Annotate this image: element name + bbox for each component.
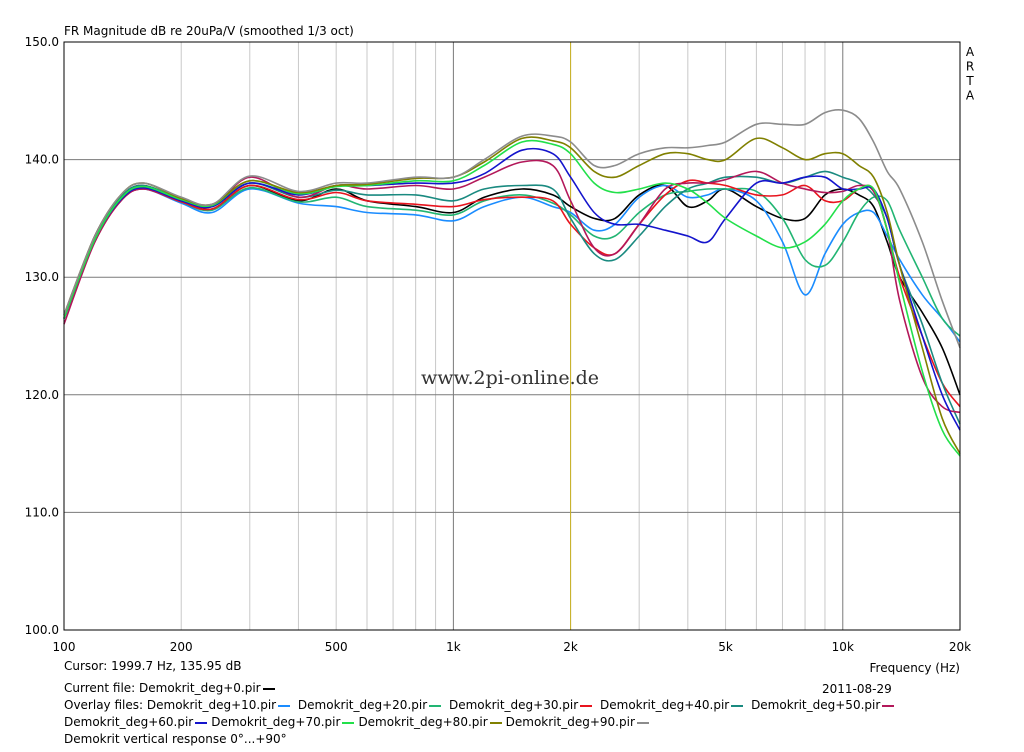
measurement-date: 2011-08-29: [822, 682, 892, 696]
side-label-letter: T: [965, 74, 974, 88]
side-label-letter: A: [966, 89, 975, 103]
legend-entry-label: Demokrit_deg+50.pir: [751, 698, 881, 712]
watermark: www.2pi-online.de: [421, 367, 599, 389]
x-tick-label: 20k: [949, 640, 971, 654]
y-tick-label: 110.0: [25, 505, 59, 519]
legend-entry: Demokrit_deg+80.pir: [358, 714, 502, 730]
legend-swatch: [580, 704, 593, 707]
legend-entry: Demokrit_deg+10.pir: [146, 697, 291, 713]
chart-title: FR Magnitude dB re 20uPa/V (smoothed 1/3…: [64, 24, 354, 38]
overlay-prefix: Overlay files:: [64, 698, 144, 712]
y-tick-label: 130.0: [25, 270, 59, 284]
side-label-letter: A: [966, 45, 975, 59]
legend-entry-label: Demokrit_deg+80.pir: [358, 715, 488, 729]
series-line: [63, 136, 961, 454]
legend-swatch: [731, 704, 744, 707]
side-label-letter: R: [966, 60, 974, 74]
legend-entry-label: Demokrit_deg+30.pir: [448, 698, 579, 712]
legend-swatch: [489, 721, 502, 724]
legend-entry: Demokrit_deg+40.pir: [600, 697, 744, 713]
legend-entry: Demokrit_deg+60.pir: [64, 714, 208, 730]
current-file-swatch: [262, 687, 275, 690]
legend-swatch: [195, 721, 208, 724]
series-group: [63, 109, 961, 457]
y-tick-label: 150.0: [25, 35, 59, 49]
series-line: [63, 109, 961, 349]
y-tick-label: 100.0: [25, 623, 59, 637]
legend-entry: Demokrit_deg+30.pir: [448, 697, 593, 713]
x-axis-label: Frequency (Hz): [870, 661, 961, 675]
series-line: [63, 147, 961, 431]
legend-entry-label: Demokrit_deg+60.pir: [64, 715, 194, 729]
overlay-files-line-1: Overlay files: Demokrit_deg+10.pir Demok…: [64, 697, 898, 713]
legend-swatch: [278, 704, 291, 707]
x-tick-label: 500: [325, 640, 348, 654]
caption: Demokrit vertical response 0°...+90°: [64, 732, 287, 746]
y-tick-label: 140.0: [25, 153, 59, 167]
grid: [63, 41, 961, 631]
legend-entry: Demokrit_deg+50.pir: [751, 697, 895, 713]
legend-entry-label: Demokrit_deg+40.pir: [600, 698, 730, 712]
legend-swatch: [636, 721, 649, 724]
x-tick-label: 100: [53, 640, 76, 654]
x-tick-label: 5k: [718, 640, 733, 654]
cursor-readout: Cursor: 1999.7 Hz, 135.95 dB: [64, 659, 242, 673]
legend-entry-label: Demokrit_deg+90.pir: [505, 715, 635, 729]
legend-swatch: [429, 704, 442, 707]
series-line: [63, 185, 961, 337]
y-tick-label: 120.0: [25, 388, 59, 402]
x-tick-label: 2k: [563, 640, 578, 654]
x-tick-label: 1k: [446, 640, 461, 654]
legend-entry: Demokrit_deg+90.pir: [506, 714, 649, 730]
frequency-response-chart: www.2pi-online.de 100 200 500 1k 2k 5k 10k 20k …: [25, 24, 975, 675]
current-file-label: Current file: Demokrit_deg+0.pir: [64, 681, 261, 695]
legend-entry-label: Demokrit_deg+20.pir: [297, 698, 428, 712]
legend-entry: Demokrit_deg+20.pir: [297, 697, 442, 713]
x-tick-label: 10k: [832, 640, 854, 654]
current-file-line: Current file: Demokrit_deg+0.pir: [64, 680, 275, 696]
legend-entry-label: Demokrit_deg+10.pir: [146, 698, 277, 712]
legend-entry: Demokrit_deg+70.pir: [211, 714, 355, 730]
x-tick-label: 200: [170, 640, 193, 654]
legend-swatch: [882, 704, 895, 707]
legend-swatch: [342, 721, 355, 724]
plot-border: [63, 41, 961, 631]
y-axis-ticks: 100.0 110.0 120.0 130.0 140.0 150.0: [25, 35, 59, 637]
x-axis-ticks: 100 200 500 1k 2k 5k 10k 20k: [53, 640, 972, 654]
legend-entry-label: Demokrit_deg+70.pir: [211, 715, 341, 729]
plot-background: [64, 42, 960, 630]
overlay-files-line-2: Demokrit_deg+60.pir Demokrit_deg+70.pir De…: [64, 714, 653, 730]
